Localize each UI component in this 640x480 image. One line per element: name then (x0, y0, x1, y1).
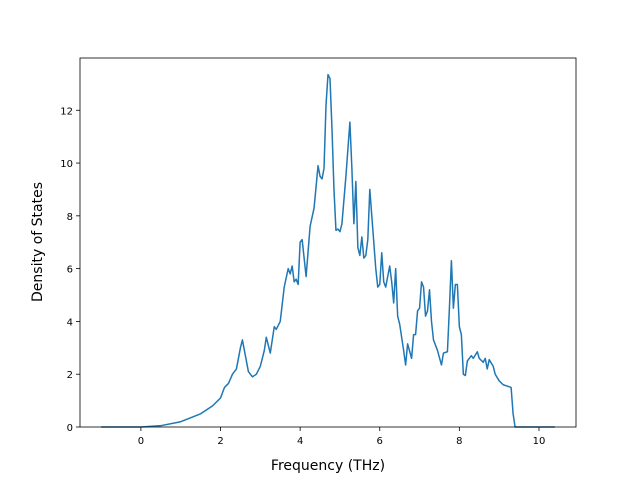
y-tick-label: 0 (67, 423, 73, 434)
y-tick-label: 8 (67, 212, 73, 223)
axes-frame (79, 57, 577, 428)
y-tick-label: 10 (60, 159, 73, 170)
x-tick-label: 0 (138, 436, 144, 447)
x-tick-label: 8 (456, 436, 462, 447)
y-tick-label: 6 (67, 265, 73, 276)
x-tick-label: 6 (377, 436, 383, 447)
x-tick-label: 2 (217, 436, 223, 447)
x-tick-label: 4 (297, 436, 303, 447)
y-tick-label: 4 (67, 317, 73, 328)
y-tick-label: 12 (60, 106, 73, 117)
x-axis-label: Frequency (THz) (271, 458, 385, 474)
y-tick-label: 2 (67, 370, 73, 381)
y-axis-label: Density of States (30, 182, 46, 302)
x-tick-label: 10 (533, 436, 546, 447)
data-line (101, 73, 555, 428)
